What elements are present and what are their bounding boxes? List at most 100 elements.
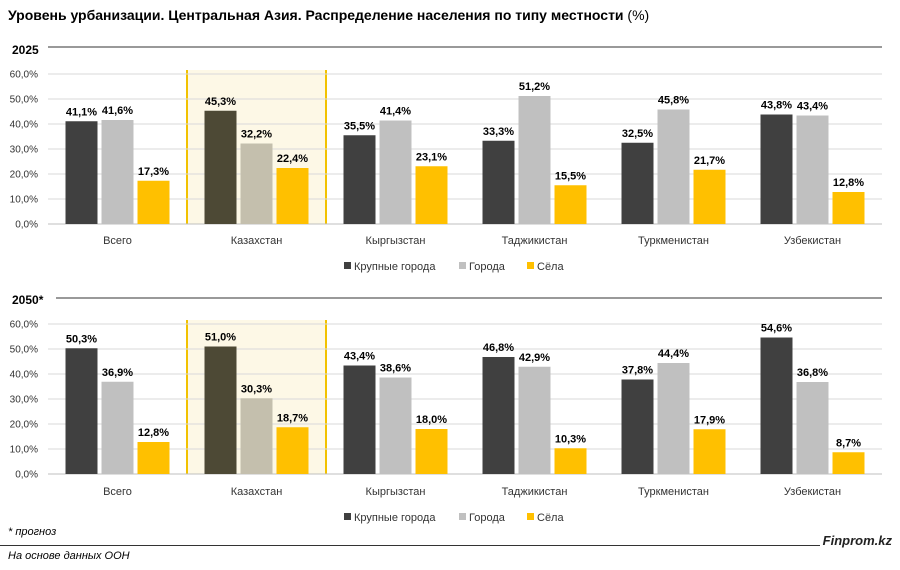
legend-swatch [459,262,466,269]
bar [518,96,551,224]
legend-swatch [527,262,534,269]
data-label: 38,6% [380,363,411,375]
y-tick-label: 10,0% [10,195,38,206]
bar [101,381,134,474]
x-tick-label: Всего [103,486,132,498]
legend-label: Сёла [537,512,564,524]
bar [554,185,587,224]
data-label: 43,8% [761,100,792,112]
bar [657,109,690,224]
bar [65,348,98,474]
x-tick-label: Таджикистан [502,235,568,247]
y-tick-label: 20,0% [10,170,38,181]
x-tick-label: Кыргызстан [366,235,426,247]
x-tick-label: Туркменистан [638,235,709,247]
x-tick-label: Таджикистан [502,486,568,498]
brand-logo: Finprom.kz [822,533,892,548]
y-tick-label: 50,0% [10,345,38,356]
data-label: 43,4% [344,351,375,363]
bar [760,114,793,224]
bar [796,382,829,474]
bar [240,143,273,224]
x-tick-label: Казахстан [231,235,283,247]
data-label: 46,8% [483,342,514,354]
data-label: 32,2% [241,129,272,141]
data-label: 21,7% [694,155,725,167]
data-label: 45,8% [658,95,689,107]
data-label: 36,9% [102,367,133,379]
y-tick-label: 10,0% [10,445,38,456]
data-label: 23,1% [416,151,447,163]
bar [832,192,865,224]
data-label: 45,3% [205,96,236,108]
y-tick-label: 60,0% [10,70,38,81]
x-tick-label: Всего [103,235,132,247]
legend-label: Сёла [537,261,564,273]
data-label: 33,3% [483,126,514,138]
bar [137,442,170,474]
panel-label-2025: 2025 [12,43,39,57]
bar [832,452,865,474]
chart-title: Уровень урбанизации. Центральная Азия. Р… [8,7,649,23]
x-tick-label: Узбекистан [784,486,841,498]
bar [621,142,654,224]
bar [518,366,551,474]
data-label: 54,6% [761,323,792,335]
bar [415,166,448,224]
bar [693,429,726,474]
data-label: 41,1% [66,106,97,118]
panel-label-2050: 2050* [12,293,44,307]
bar [101,120,134,224]
y-tick-label: 30,0% [10,145,38,156]
data-label: 15,5% [555,170,586,182]
data-label: 8,7% [836,437,861,449]
data-label: 35,5% [344,120,375,132]
data-label: 18,0% [416,414,447,426]
bar [276,427,309,474]
bar [379,120,412,224]
legend-label: Крупные города [354,261,436,273]
bar [343,365,376,474]
bar [693,169,726,224]
legend-label: Города [469,512,506,524]
y-tick-label: 60,0% [10,320,38,331]
chart-title-text: Уровень урбанизации. Центральная Азия. Р… [8,7,624,23]
bar [482,357,515,474]
bar [657,363,690,474]
data-label: 51,2% [519,81,550,93]
bar [554,448,587,474]
data-label: 12,8% [833,177,864,189]
bar [415,429,448,474]
data-label: 51,0% [205,332,236,344]
x-tick-label: Узбекистан [784,235,841,247]
bar [343,135,376,224]
data-label: 37,8% [622,365,653,377]
data-label: 17,9% [694,414,725,426]
legend-label: Крупные города [354,512,436,524]
legend-swatch [527,513,534,520]
data-label: 10,3% [555,433,586,445]
y-tick-label: 40,0% [10,370,38,381]
y-tick-label: 0,0% [15,220,38,231]
legend-swatch [459,513,466,520]
y-tick-label: 40,0% [10,120,38,131]
bar [65,121,98,224]
bar [204,346,237,474]
bar [276,168,309,224]
footnote: * прогноз [8,526,57,538]
data-label: 22,4% [277,153,308,165]
bar [240,398,273,474]
bar [379,377,412,474]
bar [137,180,170,224]
legend-swatch [344,262,351,269]
data-label: 18,7% [277,412,308,424]
data-label: 30,3% [241,383,272,395]
x-tick-label: Туркменистан [638,486,709,498]
x-tick-label: Казахстан [231,486,283,498]
x-tick-label: Кыргызстан [366,486,426,498]
y-tick-label: 30,0% [10,395,38,406]
data-label: 32,5% [622,128,653,140]
y-tick-label: 50,0% [10,95,38,106]
footer-divider [0,545,820,546]
